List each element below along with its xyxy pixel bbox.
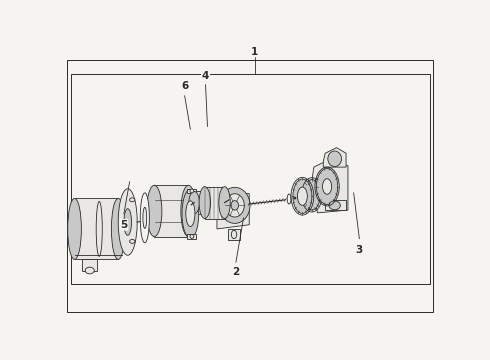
Polygon shape bbox=[323, 148, 346, 167]
Ellipse shape bbox=[129, 239, 135, 243]
Bar bbox=[74, 198, 118, 260]
Ellipse shape bbox=[147, 185, 162, 237]
Ellipse shape bbox=[140, 193, 149, 243]
Polygon shape bbox=[312, 162, 348, 213]
Ellipse shape bbox=[186, 201, 195, 226]
Ellipse shape bbox=[231, 201, 239, 210]
Ellipse shape bbox=[143, 207, 147, 228]
Ellipse shape bbox=[287, 194, 291, 204]
Ellipse shape bbox=[231, 230, 237, 239]
Bar bbox=[71, 74, 430, 284]
Bar bbox=[154, 185, 189, 237]
Ellipse shape bbox=[303, 180, 320, 210]
Ellipse shape bbox=[225, 194, 245, 217]
Ellipse shape bbox=[293, 179, 312, 213]
Ellipse shape bbox=[68, 198, 81, 260]
Polygon shape bbox=[325, 201, 346, 210]
Ellipse shape bbox=[199, 186, 211, 219]
Text: 6: 6 bbox=[181, 81, 188, 91]
Ellipse shape bbox=[189, 192, 199, 214]
Polygon shape bbox=[82, 260, 98, 270]
Ellipse shape bbox=[182, 189, 199, 238]
Ellipse shape bbox=[297, 187, 307, 205]
Ellipse shape bbox=[322, 179, 332, 194]
Bar bbox=[205, 186, 224, 219]
Text: 1: 1 bbox=[251, 46, 259, 57]
Text: 5: 5 bbox=[120, 220, 127, 230]
Ellipse shape bbox=[181, 185, 196, 237]
Ellipse shape bbox=[129, 198, 135, 202]
Ellipse shape bbox=[220, 187, 250, 223]
Polygon shape bbox=[228, 229, 240, 240]
Ellipse shape bbox=[118, 189, 137, 255]
Ellipse shape bbox=[329, 201, 341, 210]
Ellipse shape bbox=[124, 209, 131, 235]
Ellipse shape bbox=[219, 186, 230, 219]
Polygon shape bbox=[187, 234, 196, 239]
Text: 4: 4 bbox=[202, 72, 209, 81]
Ellipse shape bbox=[85, 267, 94, 274]
Ellipse shape bbox=[294, 197, 296, 199]
Polygon shape bbox=[187, 189, 196, 193]
Ellipse shape bbox=[317, 168, 338, 204]
Ellipse shape bbox=[190, 234, 194, 238]
Ellipse shape bbox=[111, 198, 125, 260]
Text: 2: 2 bbox=[232, 267, 240, 277]
Ellipse shape bbox=[328, 151, 342, 167]
Bar bbox=[194, 192, 205, 214]
Ellipse shape bbox=[190, 189, 194, 193]
Text: 3: 3 bbox=[356, 245, 363, 255]
Polygon shape bbox=[217, 194, 249, 229]
